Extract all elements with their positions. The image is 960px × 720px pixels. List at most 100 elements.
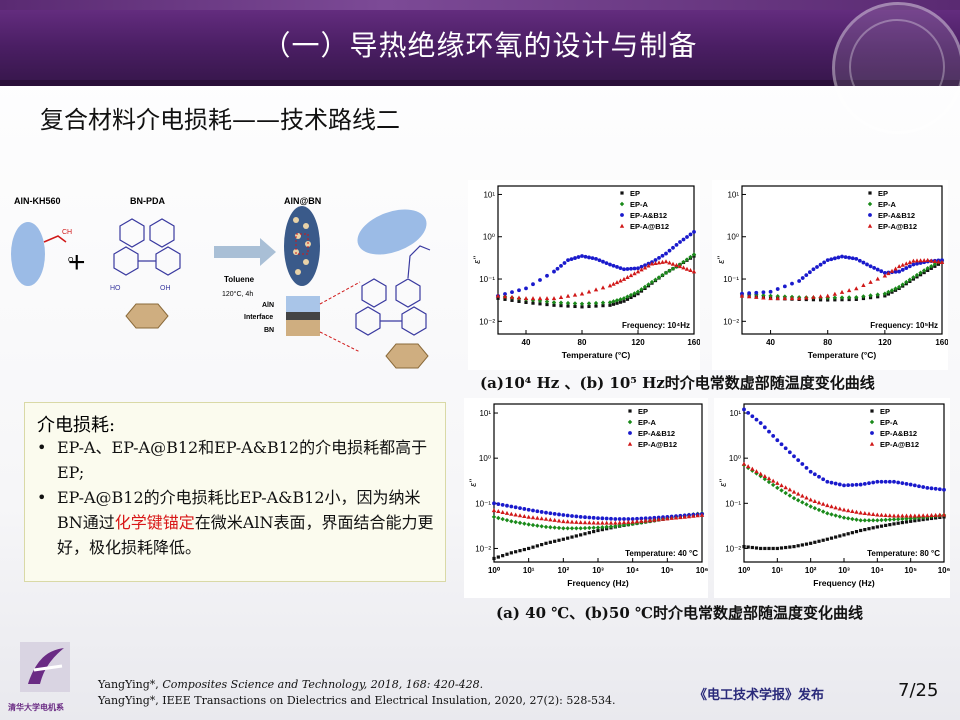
- data-point: [535, 509, 540, 514]
- data-point: [548, 511, 553, 516]
- data-point: [766, 479, 772, 485]
- data-point: [524, 286, 528, 291]
- data-point: [818, 262, 823, 267]
- data-point: [594, 256, 598, 261]
- data-point: [587, 304, 591, 309]
- y-tick-label: 10¹: [483, 190, 495, 199]
- data-point: [688, 232, 693, 237]
- data-point: [771, 546, 775, 551]
- data-point: [825, 537, 829, 541]
- data-point: [653, 277, 658, 282]
- svg-text:O: O: [68, 257, 74, 264]
- publisher-label: 《电工技术学报》发布: [694, 688, 825, 703]
- data-point: [678, 515, 683, 520]
- data-point: [522, 513, 527, 518]
- data-point: [593, 287, 599, 292]
- data-point: [779, 442, 784, 447]
- data-point: [858, 482, 863, 487]
- data-point: [889, 268, 895, 273]
- data-point: [875, 267, 880, 272]
- data-point: [779, 546, 784, 550]
- scheme-label-toluene: Toluene: [224, 275, 255, 284]
- data-point: [820, 501, 826, 506]
- data-point: [863, 527, 867, 532]
- data-point: [496, 296, 500, 300]
- x-tick-label: 160: [935, 338, 948, 347]
- legend-label: EP: [638, 407, 648, 416]
- legend-label: EP-A@B12: [638, 440, 677, 449]
- data-point: [626, 519, 631, 524]
- data-point: [804, 502, 809, 507]
- data-point: [750, 545, 754, 550]
- data-point: [872, 266, 877, 270]
- data-point: [562, 261, 567, 265]
- data-point: [595, 520, 601, 525]
- data-point: [611, 263, 616, 268]
- legend-label: EP-A&B12: [880, 429, 917, 438]
- data-point: [587, 515, 592, 520]
- data-point: [925, 513, 930, 518]
- data-point: [530, 515, 536, 520]
- data-point: [747, 291, 752, 296]
- data-point: [832, 291, 838, 296]
- data-point: [656, 260, 662, 265]
- series-ep-a-b12: [739, 257, 945, 301]
- data-point: [574, 519, 579, 524]
- data-point: [684, 257, 690, 262]
- reaction-arrow: [214, 238, 276, 266]
- data-point: [750, 414, 755, 419]
- data-point: [817, 539, 821, 543]
- data-point: [871, 526, 875, 530]
- data-point: [933, 512, 938, 517]
- data-point: [900, 513, 905, 518]
- legend-label: EP-A: [638, 418, 657, 427]
- data-point: [695, 513, 700, 518]
- data-point: [600, 520, 605, 525]
- data-point: [892, 479, 896, 484]
- data-point: [808, 497, 813, 502]
- data-point: [929, 258, 934, 263]
- data-point: [868, 279, 873, 284]
- data-point: [742, 544, 746, 549]
- data-point: [591, 520, 596, 525]
- x-tick-label: 40: [766, 338, 775, 347]
- note-heading: 介电损耗:: [37, 415, 116, 436]
- data-point: [897, 269, 902, 274]
- data-point: [787, 487, 793, 492]
- data-point: [807, 270, 812, 275]
- data-point: [630, 517, 635, 521]
- data-point: [815, 265, 819, 269]
- data-point: [750, 466, 755, 471]
- data-point: [595, 525, 601, 530]
- data-point: [502, 294, 508, 299]
- data-point: [586, 301, 592, 306]
- data-point: [538, 278, 542, 282]
- legend-label: EP-A: [880, 418, 899, 427]
- plus-sign: +: [68, 246, 86, 279]
- data-point: [664, 251, 668, 256]
- data-point: [854, 286, 859, 291]
- data-point: [879, 512, 884, 517]
- aln-particle: [11, 222, 45, 286]
- chart-b-freq-80c: 10⁻² 10⁻¹ 10⁰ 10¹ 10⁰ 10¹ 10² 10³ 10⁴ 10⁵ 10⁶ Frequ…: [714, 398, 950, 598]
- data-point: [742, 407, 746, 412]
- bullet-icon: •: [37, 438, 47, 457]
- data-point: [544, 296, 550, 301]
- data-point: [900, 481, 905, 486]
- data-point: [838, 534, 842, 538]
- data-point: [625, 294, 630, 299]
- data-point: [681, 237, 686, 242]
- data-point: [854, 256, 859, 261]
- data-point: [929, 513, 934, 518]
- data-point: [622, 267, 626, 272]
- data-point: [639, 516, 644, 521]
- aln-surface-icon: [357, 209, 427, 255]
- data-point: [492, 556, 496, 561]
- data-point: [811, 294, 816, 299]
- y-tick-label: 10⁰: [729, 454, 741, 463]
- chart-annotation: Frequency: 10⁵Hz: [870, 321, 938, 330]
- data-point: [904, 520, 909, 524]
- data-point: [510, 298, 514, 302]
- data-point: [660, 253, 665, 258]
- data-point: [800, 276, 805, 280]
